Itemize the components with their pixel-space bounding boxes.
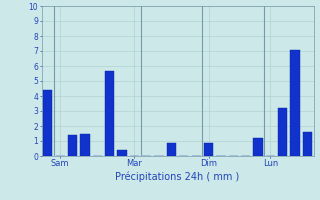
Bar — [278, 108, 287, 156]
Bar — [68, 135, 77, 156]
Bar — [80, 134, 90, 156]
Bar — [204, 142, 213, 156]
Bar — [105, 71, 114, 156]
Bar — [291, 49, 300, 156]
X-axis label: Précipitations 24h ( mm ): Précipitations 24h ( mm ) — [116, 171, 240, 182]
Bar — [167, 142, 176, 156]
Bar — [253, 138, 263, 156]
Bar — [303, 132, 312, 156]
Bar — [117, 150, 127, 156]
Bar — [43, 90, 52, 156]
